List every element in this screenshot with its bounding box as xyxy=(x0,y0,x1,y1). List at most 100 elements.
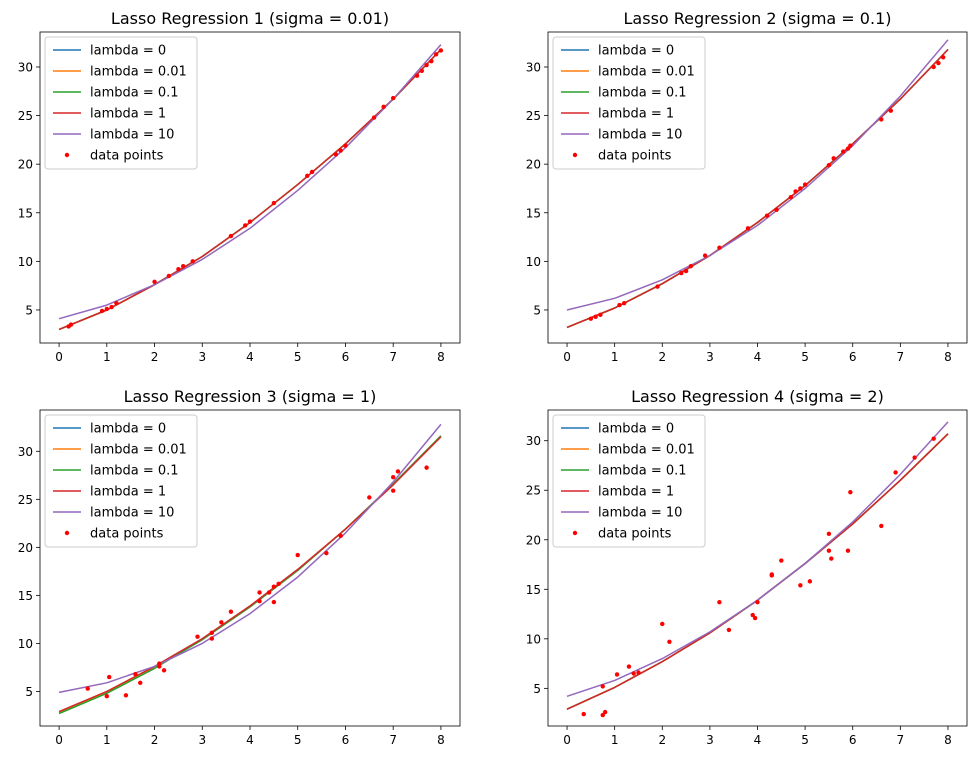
plot-area xyxy=(566,39,949,329)
chart-panel-3: Lasso Regression 3 (sigma = 1) 0 1 2 3 4 5 6 7 8 5… xyxy=(18,387,461,747)
data-point xyxy=(621,300,627,306)
data-point xyxy=(324,550,329,556)
x-tick-label: 5 xyxy=(294,733,302,747)
y-tick-label: 10 xyxy=(18,255,33,269)
x-tick-label: 2 xyxy=(658,733,666,747)
data-point xyxy=(600,684,605,689)
plot-area xyxy=(58,423,442,715)
legend: lambda = 0 lambda = 0.01 lambda = 0.1 lambd… xyxy=(44,414,198,548)
y-tick-label: 20 xyxy=(18,158,33,172)
data-point xyxy=(936,60,941,66)
legend-label: lambda = 1 xyxy=(598,485,674,500)
data-point xyxy=(190,259,195,264)
data-point xyxy=(845,146,851,151)
legend-label: lambda = 0.01 xyxy=(598,443,695,458)
data-point xyxy=(688,264,694,269)
data-point xyxy=(879,117,884,122)
axes-frame xyxy=(547,31,968,344)
data-point xyxy=(228,233,234,239)
y-tick-label: 20 xyxy=(18,541,33,555)
data-point xyxy=(826,162,832,168)
legend: lambda = 0 lambda = 0.01 lambda = 0.1 lambd… xyxy=(44,36,198,170)
data-point xyxy=(257,590,262,595)
data-point xyxy=(295,552,300,558)
data-point xyxy=(702,253,708,258)
data-point xyxy=(433,52,439,57)
legend-label: lambda = 0.01 xyxy=(90,65,187,80)
data-point xyxy=(414,73,420,78)
data-point xyxy=(367,495,372,500)
data-point xyxy=(667,639,672,644)
legend-label: lambda = 10 xyxy=(90,128,174,143)
data-point xyxy=(755,599,760,605)
data-point xyxy=(614,672,620,677)
x-tick-label: 7 xyxy=(897,350,905,364)
y-tick-label: 10 xyxy=(526,632,541,646)
data-point xyxy=(626,664,632,669)
y-tick-label: 5 xyxy=(533,303,541,317)
x-tick-label: 0 xyxy=(55,350,63,364)
data-point xyxy=(826,531,832,537)
y-tick-label: 10 xyxy=(18,637,33,651)
x-tick-label: 4 xyxy=(754,733,762,747)
chart-title: Lasso Regression 1 (sigma = 0.01) xyxy=(111,9,389,28)
y-tick-label: 5 xyxy=(25,303,33,317)
x-tick-label: 6 xyxy=(342,733,350,747)
y-tick-label: 30 xyxy=(526,60,541,74)
data-point xyxy=(631,671,636,676)
data-point xyxy=(257,598,262,604)
data-point xyxy=(424,62,429,68)
data-point xyxy=(390,488,396,493)
data-point xyxy=(717,245,722,250)
data-point xyxy=(390,475,396,480)
legend-label: lambda = 0 xyxy=(90,422,166,437)
data-point xyxy=(764,213,770,218)
data-point xyxy=(266,590,272,595)
data-point xyxy=(395,469,401,474)
data-point xyxy=(438,48,444,53)
data-point xyxy=(655,284,660,289)
y-tick-label: 5 xyxy=(533,682,541,696)
data-point xyxy=(779,558,784,563)
data-point xyxy=(429,58,434,64)
legend-label: lambda = 0 xyxy=(90,44,166,59)
y-tick-label: 25 xyxy=(526,484,541,498)
legend-label: lambda = 10 xyxy=(598,506,682,521)
data-point xyxy=(104,306,110,312)
data-point xyxy=(879,523,884,529)
data-point xyxy=(726,627,732,633)
x-tick-label: 2 xyxy=(151,350,159,364)
data-point xyxy=(419,68,425,74)
legend-label: lambda = 0.01 xyxy=(90,443,187,458)
data-point xyxy=(793,189,798,194)
legend-label: lambda = 0 xyxy=(598,422,674,437)
x-tick-label: 3 xyxy=(706,350,714,364)
data-point xyxy=(588,316,594,321)
y-tick-label: 25 xyxy=(526,109,541,123)
x-tick-label: 1 xyxy=(103,350,111,364)
x-tick-label: 7 xyxy=(389,350,397,364)
data-point xyxy=(68,322,74,327)
data-point xyxy=(109,304,114,310)
data-point xyxy=(829,556,834,561)
data-point xyxy=(157,661,162,666)
data-point xyxy=(888,108,894,113)
data-point xyxy=(774,207,779,213)
data-point xyxy=(717,599,722,605)
data-point xyxy=(333,152,339,157)
x-tick-label: 0 xyxy=(563,350,571,364)
legend-swatch xyxy=(572,152,578,158)
data-point xyxy=(660,621,665,627)
legend: lambda = 0 lambda = 0.01 lambda = 0.1 lambd… xyxy=(552,414,706,548)
x-tick-label: 0 xyxy=(55,733,63,747)
legend-box xyxy=(44,36,198,170)
x-tick-label: 8 xyxy=(944,733,952,747)
series-line-lambda-1 xyxy=(566,48,949,329)
data-point xyxy=(343,143,348,148)
legend-label: lambda = 1 xyxy=(598,107,674,122)
x-tick-label: 4 xyxy=(246,350,254,364)
data-point xyxy=(683,268,689,274)
data-point xyxy=(845,548,851,553)
data-point xyxy=(243,223,248,228)
data-point xyxy=(593,314,598,319)
